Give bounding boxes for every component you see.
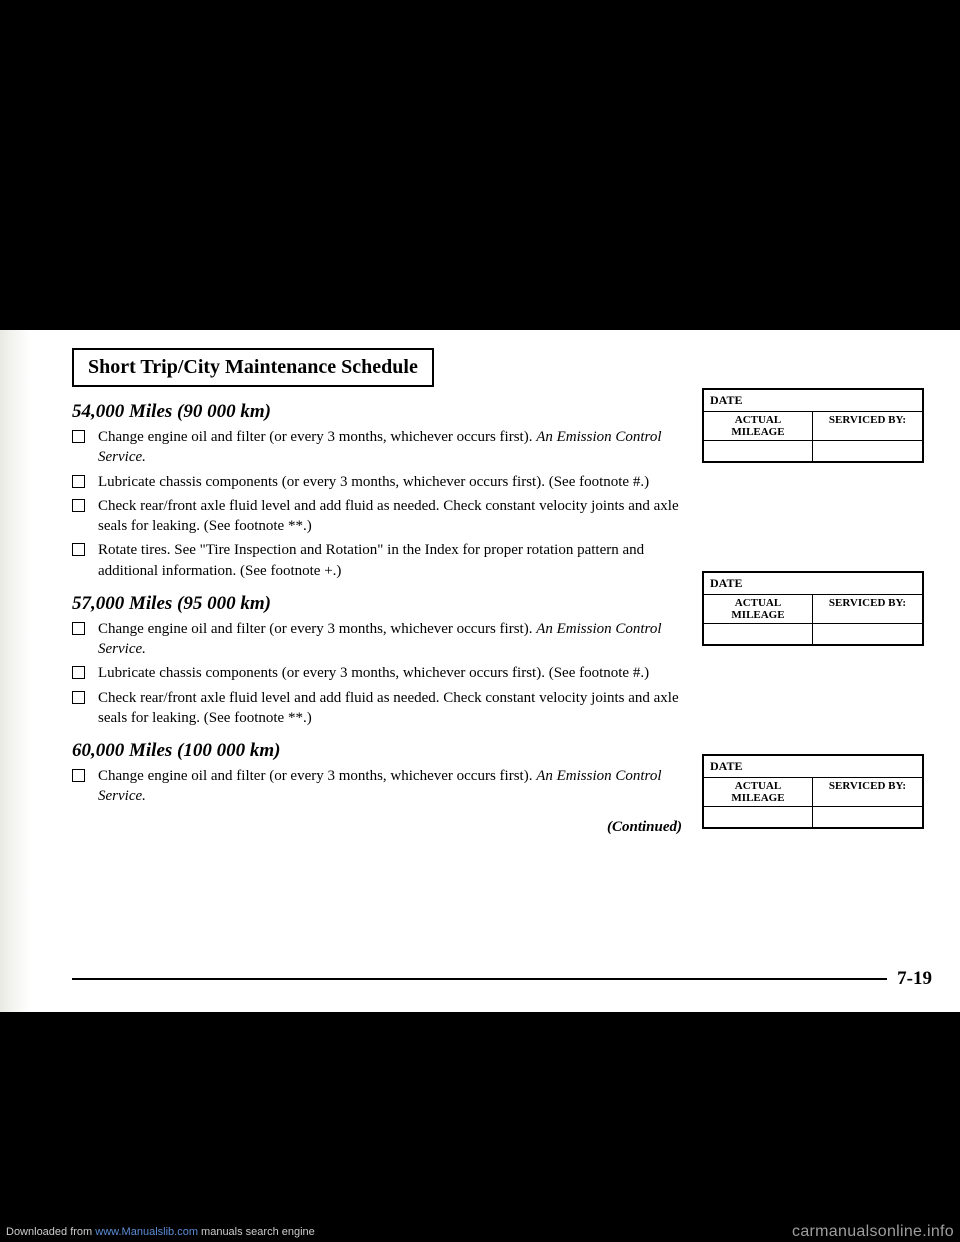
data-row [704,624,922,644]
checklist-item: Rotate tires. See "Tire Inspection and R… [94,540,682,581]
section-2: 57,000 Miles (95 000 km) Change engine o… [72,593,682,728]
item-text: Rotate tires. See "Tire Inspection and R… [98,542,644,578]
page-number: 7-19 [887,968,932,990]
checklist-item: Lubricate chassis components (or every 3… [94,472,682,492]
continued-label: (Continued) [72,819,682,836]
service-record-box: DATE ACTUAL MILEAGE SERVICED BY: [702,388,924,463]
data-row [704,441,922,461]
section-heading: 60,000 Miles (100 000 km) [72,740,682,762]
mileage-cell [704,624,813,644]
header-row: ACTUAL MILEAGE SERVICED BY: [704,412,922,441]
service-record-box: DATE ACTUAL MILEAGE SERVICED BY: [702,754,924,829]
checklist: Change engine oil and filter (or every 3… [72,619,682,728]
download-source: Downloaded from www.Manualslib.com manua… [6,1226,315,1238]
section-1: 54,000 Miles (90 000 km) Change engine o… [72,401,682,581]
mileage-cell [704,441,813,461]
checklist-item: Change engine oil and filter (or every 3… [94,427,682,468]
footer-rule [72,978,887,980]
serviced-label: SERVICED BY: [813,595,922,623]
page-title: Short Trip/City Maintenance Schedule [88,356,418,379]
page-container: Short Trip/City Maintenance Schedule 54,… [0,330,960,1012]
source-prefix: Downloaded from [6,1226,95,1238]
title-box: Short Trip/City Maintenance Schedule [72,348,434,387]
item-text: Check rear/front axle fluid level and ad… [98,690,679,726]
item-text: Check rear/front axle fluid level and ad… [98,498,679,534]
mileage-cell [704,807,813,827]
section-3: 60,000 Miles (100 000 km) Change engine … [72,740,682,807]
checklist: Change engine oil and filter (or every 3… [72,427,682,581]
header-row: ACTUAL MILEAGE SERVICED BY: [704,595,922,624]
data-row [704,807,922,827]
checklist-item: Check rear/front axle fluid level and ad… [94,688,682,729]
serviced-cell [813,441,922,461]
checklist-item: Check rear/front axle fluid level and ad… [94,496,682,537]
page-footer: 7-19 [72,968,932,990]
checklist-item: Change engine oil and filter (or every 3… [94,619,682,660]
item-text: Lubricate chassis components (or every 3… [98,474,649,490]
item-text: Change engine oil and filter (or every 3… [98,768,532,784]
source-suffix: manuals search engine [198,1226,315,1238]
left-column: Short Trip/City Maintenance Schedule 54,… [72,348,682,836]
bottom-bar: Downloaded from www.Manualslib.com manua… [0,1222,960,1242]
checklist: Change engine oil and filter (or every 3… [72,766,682,807]
section-heading: 54,000 Miles (90 000 km) [72,401,682,423]
checklist-item: Change engine oil and filter (or every 3… [94,766,682,807]
mileage-label: ACTUAL MILEAGE [704,595,813,623]
serviced-label: SERVICED BY: [813,778,922,806]
mileage-label: ACTUAL MILEAGE [704,778,813,806]
watermark: carmanualsonline.info [792,1223,954,1241]
serviced-label: SERVICED BY: [813,412,922,440]
mileage-label: ACTUAL MILEAGE [704,412,813,440]
item-text: Change engine oil and filter (or every 3… [98,429,532,445]
checklist-item: Lubricate chassis components (or every 3… [94,663,682,683]
header-row: ACTUAL MILEAGE SERVICED BY: [704,778,922,807]
content-area: Short Trip/City Maintenance Schedule 54,… [72,348,932,836]
service-record-box: DATE ACTUAL MILEAGE SERVICED BY: [702,571,924,646]
item-text: Lubricate chassis components (or every 3… [98,665,649,681]
serviced-cell [813,807,922,827]
scan-shadow [0,330,30,1012]
date-label: DATE [704,390,922,412]
date-label: DATE [704,573,922,595]
source-link[interactable]: www.Manualslib.com [95,1226,198,1238]
section-heading: 57,000 Miles (95 000 km) [72,593,682,615]
right-column: DATE ACTUAL MILEAGE SERVICED BY: DATE AC… [702,348,924,836]
item-text: Change engine oil and filter (or every 3… [98,621,532,637]
date-label: DATE [704,756,922,778]
serviced-cell [813,624,922,644]
